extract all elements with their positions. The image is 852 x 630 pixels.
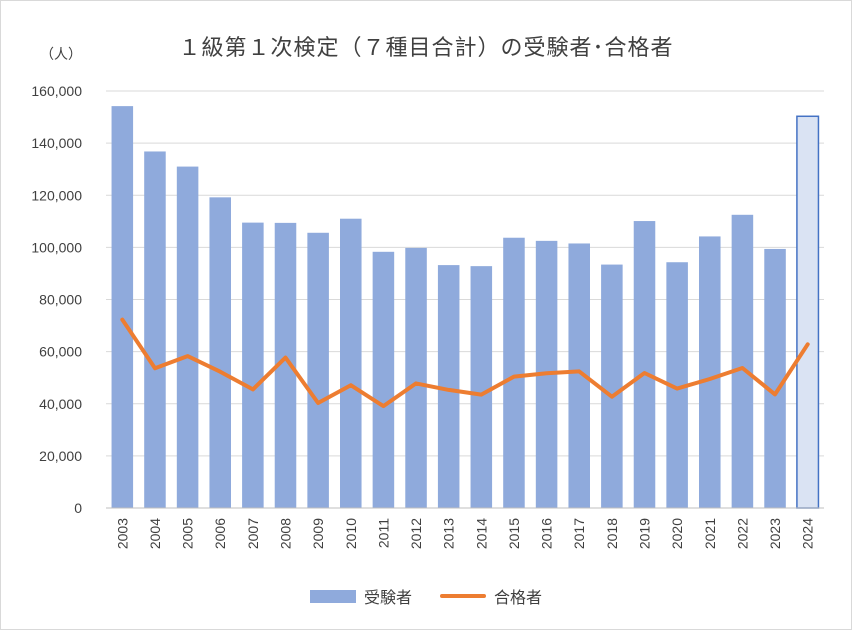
x-tick-label: 2023 xyxy=(767,518,783,549)
bar-2015 xyxy=(503,237,525,508)
bar-2011 xyxy=(372,251,395,509)
legend-item-bar: 受験者 xyxy=(309,584,412,608)
bar-2008 xyxy=(274,222,297,508)
y-tick-label: 0 xyxy=(74,500,82,516)
x-tick-label: 2013 xyxy=(441,518,457,549)
x-tick-label: 2007 xyxy=(245,518,261,549)
bar-2019 xyxy=(633,221,656,508)
x-tick-label: 2018 xyxy=(604,518,620,549)
legend-label-bar: 受験者 xyxy=(363,588,412,607)
x-tick-label: 2015 xyxy=(506,518,522,549)
x-tick-label: 2006 xyxy=(212,518,228,549)
line-passers xyxy=(120,317,810,409)
x-tick-label: 2014 xyxy=(473,518,489,549)
x-tick-label: 2024 xyxy=(800,518,816,549)
x-tick-label: 2016 xyxy=(539,518,555,549)
y-axis-unit-label: （人） xyxy=(40,47,82,63)
bar-2007 xyxy=(242,222,264,508)
line-series xyxy=(120,317,810,409)
bar-2022 xyxy=(731,214,754,508)
x-tick-label: 2022 xyxy=(734,518,750,549)
x-tick-label: 2012 xyxy=(408,518,424,549)
x-tick-label: 2021 xyxy=(702,518,718,549)
y-axis-ticks: 0 20,000 40,000 60,000 80,000 100,000 120,000 1… xyxy=(31,83,82,516)
x-tick-label: 2011 xyxy=(375,518,391,548)
bar-2014 xyxy=(470,266,493,508)
x-tick-label: 2010 xyxy=(343,518,359,549)
chart-title: １級第１次検定（７種目合計）の受験者･合格者 xyxy=(178,36,674,61)
bar-2017 xyxy=(568,243,590,508)
x-tick-label: 2017 xyxy=(571,518,587,549)
bar-2006 xyxy=(209,197,231,508)
bar-2012 xyxy=(405,247,427,509)
y-tick-label: 140,000 xyxy=(31,135,82,151)
y-tick-label: 20,000 xyxy=(39,448,82,464)
legend-line-swatch xyxy=(440,594,486,598)
x-tick-label: 2020 xyxy=(669,518,685,549)
bar-2003 xyxy=(111,106,134,509)
x-tick-label: 2004 xyxy=(147,518,163,549)
bar-2018 xyxy=(601,264,623,508)
y-tick-label: 40,000 xyxy=(39,396,82,412)
x-tick-label: 2009 xyxy=(310,518,326,549)
legend-bar-swatch xyxy=(309,589,356,603)
bars-series xyxy=(106,106,824,509)
legend-item-line: 合格者 xyxy=(440,584,542,608)
bar-2005 xyxy=(176,166,199,509)
y-tick-label: 120,000 xyxy=(31,187,82,203)
bar-2020 xyxy=(666,262,688,508)
bar-2024 xyxy=(796,115,820,509)
bar-2013 xyxy=(437,265,460,508)
x-tick-label: 2019 xyxy=(637,518,653,549)
x-axis-ticks: 2003 2004 2005 2006 2007 2008 2009 2010 2011 2012… xyxy=(114,518,815,549)
x-tick-label: 2008 xyxy=(278,518,294,549)
bar-2023 xyxy=(764,248,786,508)
bar-2009 xyxy=(307,232,329,508)
legend-label-line: 合格者 xyxy=(494,588,543,607)
x-tick-label: 2005 xyxy=(180,518,196,549)
y-tick-label: 60,000 xyxy=(39,344,82,360)
y-tick-label: 80,000 xyxy=(39,292,82,308)
legend: 受験者 合格者 xyxy=(0,584,852,608)
bar-2021 xyxy=(699,236,721,508)
bar-2010 xyxy=(340,218,362,509)
y-tick-label: 100,000 xyxy=(31,239,82,255)
bar-2004 xyxy=(144,151,166,508)
x-tick-label: 2003 xyxy=(114,518,130,549)
y-tick-label: 160,000 xyxy=(31,83,82,99)
